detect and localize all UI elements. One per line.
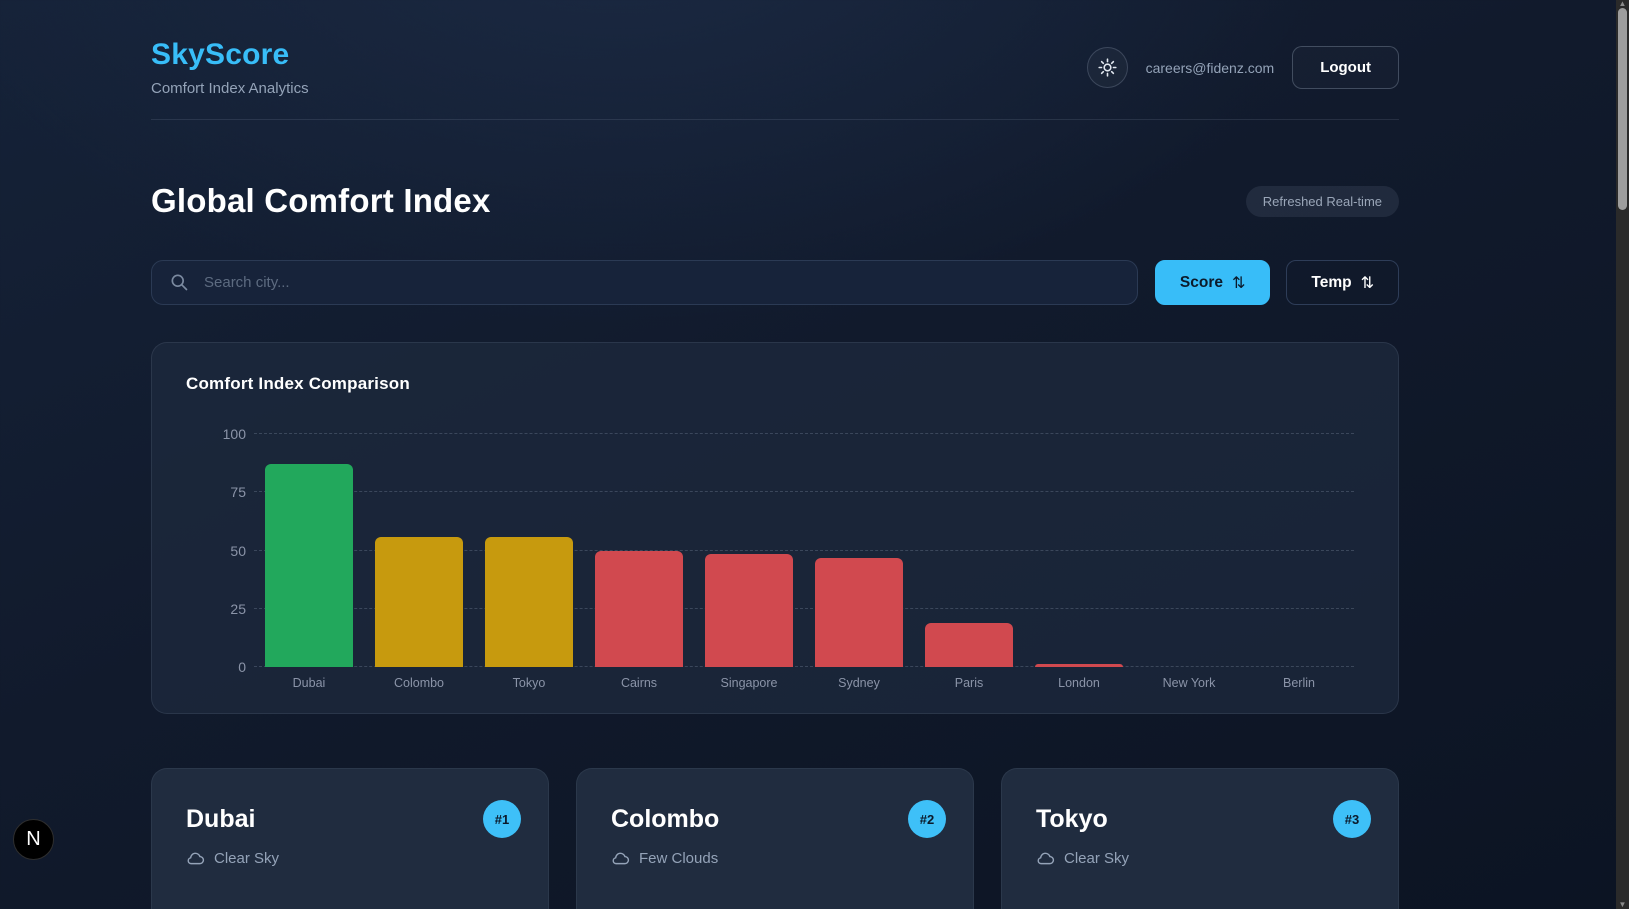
sort-arrows-icon: ⇅: [1231, 274, 1246, 292]
x-axis-label-colombo: Colombo: [393, 676, 445, 690]
x-axis-label-singapore: Singapore: [720, 676, 778, 690]
gridline-100: [254, 433, 1354, 434]
brand-block: SkyScore Comfort Index Analytics: [151, 38, 309, 97]
search-input[interactable]: [151, 260, 1138, 305]
bar-paris[interactable]: [925, 622, 1013, 667]
bar-slot-sydney: [804, 434, 914, 667]
x-axis-label-cairns: Cairns: [620, 676, 658, 690]
condition-label: Clear Sky: [214, 850, 280, 867]
main-container: SkyScore Comfort Index Analytics: [151, 0, 1399, 909]
city-card-dubai[interactable]: Dubai #1 Clear Sky: [151, 768, 549, 909]
sort-button-label: Score: [1179, 273, 1223, 291]
sort-button-score[interactable]: Score ⇅: [1154, 260, 1271, 305]
city-name: Tokyo: [1036, 805, 1108, 833]
scrollbar-up-arrow[interactable]: ▲: [1618, 0, 1627, 8]
bar-colombo[interactable]: [375, 536, 463, 667]
scrollbar-thumb[interactable]: [1618, 8, 1627, 210]
chart-bars: [254, 434, 1354, 667]
city-cards-row: Dubai #1 Clear Sky Colombo #2 Few Clouds Tokyo…: [151, 768, 1399, 909]
bar-dubai[interactable]: [265, 464, 353, 667]
y-axis-tick-label: 0: [238, 659, 246, 675]
bar-london[interactable]: [1035, 663, 1123, 667]
y-axis-tick-label: 50: [230, 542, 246, 559]
bar-tokyo[interactable]: [485, 536, 573, 667]
chart-plot-area: 0 25 50 75 100: [223, 426, 1354, 675]
controls-row: Score ⇅ Temp ⇅: [151, 260, 1399, 305]
bar-slot-tokyo: [474, 434, 584, 667]
x-axis-label-dubai: Dubai: [292, 676, 326, 690]
weather-condition: Clear Sky: [186, 849, 514, 868]
cloud-icon: [186, 849, 205, 868]
app-logo: SkyScore: [151, 38, 290, 71]
nextjs-n-icon: N: [26, 828, 41, 850]
cloud-icon: [611, 849, 630, 868]
bar-slot-new-york: [1134, 434, 1244, 667]
bar-slot-colombo: [364, 434, 474, 667]
search-field-wrapper: [151, 260, 1138, 305]
page-title: Global Comfort Index: [151, 182, 491, 219]
condition-label: Few Clouds: [639, 850, 719, 867]
cloud-icon: [1036, 849, 1055, 868]
theme-toggle-button[interactable]: [1086, 47, 1128, 88]
sort-button-temp[interactable]: Temp ⇅: [1286, 260, 1399, 305]
city-card-colombo[interactable]: Colombo #2 Few Clouds: [576, 768, 974, 909]
app-header: SkyScore Comfort Index Analytics: [151, 0, 1399, 120]
gridline-75: [254, 491, 1354, 493]
city-card-tokyo[interactable]: Tokyo #3 Clear Sky: [1001, 768, 1399, 909]
bar-slot-cairns: [584, 434, 694, 667]
gridline-50: [254, 549, 1354, 551]
chart-title: Comfort Index Comparison: [186, 374, 410, 393]
app-subtitle: Comfort Index Analytics: [151, 80, 309, 97]
refresh-status-badge: Refreshed Real-time: [1245, 185, 1399, 217]
bar-sydney[interactable]: [815, 557, 903, 667]
x-axis-label-paris: Paris: [954, 676, 984, 690]
scrollbar-down-arrow[interactable]: ▼: [1618, 900, 1627, 909]
chart-panel: Comfort Index Comparison 0 25 50 75 100 Duba…: [151, 342, 1399, 714]
bar-slot-paris: [914, 434, 1024, 667]
rank-badge: #3: [1333, 800, 1371, 838]
sort-button-label: Temp: [1311, 273, 1352, 291]
bar-slot-dubai: [254, 434, 364, 667]
x-axis-label-tokyo: Tokyo: [512, 676, 546, 690]
scrollbar-track[interactable]: ▲ ▼: [1616, 0, 1629, 909]
city-name: Colombo: [611, 805, 720, 833]
sun-icon: [1097, 58, 1117, 77]
weather-condition: Few Clouds: [611, 849, 939, 868]
x-axis-label-new-york: New York: [1162, 676, 1216, 690]
y-axis-tick-label: 75: [230, 484, 246, 501]
gridline-25: [254, 607, 1354, 609]
rank-badge: #1: [483, 800, 521, 838]
condition-label: Clear Sky: [1064, 850, 1130, 867]
x-axis-labels: Dubai Colombo Tokyo Cairns Singapore Sydney Pa…: [254, 676, 1354, 690]
bar-slot-berlin: [1244, 434, 1354, 667]
user-email: careers@fidenz.com: [1145, 59, 1275, 76]
x-axis-label-berlin: Berlin: [1283, 676, 1315, 690]
rank-badge: #2: [908, 800, 946, 838]
nextjs-dev-badge[interactable]: N: [13, 819, 54, 860]
logout-button[interactable]: Logout: [1292, 46, 1399, 89]
sort-arrows-icon: ⇅: [1360, 274, 1374, 292]
bar-slot-london: [1024, 434, 1134, 667]
x-axis-label-london: London: [1058, 676, 1100, 690]
header-actions: careers@fidenz.com Logout: [1086, 46, 1399, 89]
bar-cairns[interactable]: [595, 550, 683, 667]
y-axis-tick-label: 25: [230, 600, 246, 617]
sort-buttons-group: Score ⇅ Temp ⇅: [1154, 260, 1399, 305]
bar-slot-singapore: [694, 434, 804, 667]
comfort-index-chart: 0 25 50 75 100 Dubai Colombo Tokyo Cairns Singap…: [223, 426, 1354, 690]
bar-singapore[interactable]: [705, 554, 793, 667]
title-row: Global Comfort Index Refreshed Real-time: [151, 182, 1399, 220]
x-axis-label-sydney: Sydney: [838, 676, 880, 690]
gridline-0: [254, 666, 1354, 667]
y-axis-tick-label: 100: [222, 426, 246, 442]
weather-condition: Clear Sky: [1036, 849, 1364, 868]
city-name: Dubai: [186, 805, 256, 833]
